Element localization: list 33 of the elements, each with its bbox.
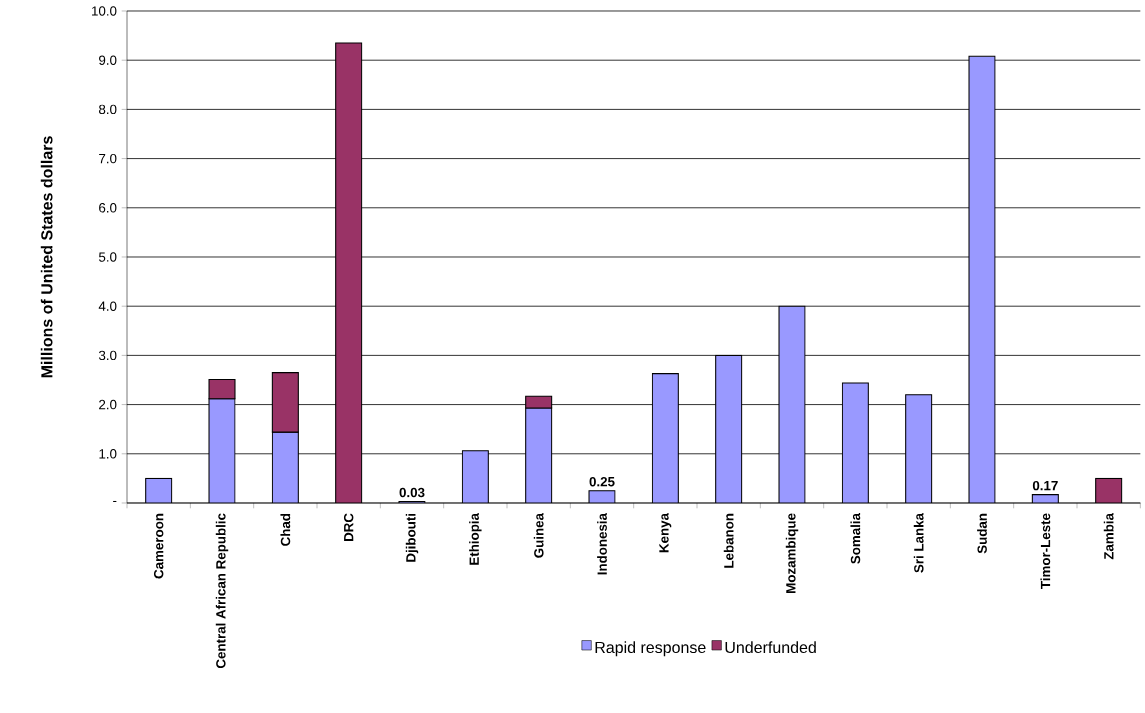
y-tick-label: 10.0: [92, 6, 117, 16]
y-tick-label: 6.0: [99, 203, 117, 213]
y-tick-label: 5.0: [98, 252, 117, 262]
x-tick-label: Djibouti: [405, 513, 419, 562]
x-tick-label: Lebanon: [723, 513, 734, 568]
x-tick-label: Chad: [280, 513, 291, 546]
x-tick-label: Timor-Leste: [1040, 513, 1051, 589]
x-tick-label: Mozambique: [785, 513, 799, 593]
legend-label: Underfunded: [725, 641, 816, 654]
y-tick-label: 3.0: [98, 350, 117, 361]
data-label: 0.03: [399, 487, 425, 498]
x-tick-label: Cameroon: [153, 513, 164, 579]
data-label: 0.17: [1032, 480, 1058, 491]
x-tick-label: Indonesia: [597, 512, 607, 575]
y-tick-label: 8.0: [99, 104, 117, 115]
x-tick-label: Central African Republic: [215, 513, 229, 669]
x-tick-label: Sudan: [977, 513, 987, 554]
x-tick-label: Guinea: [533, 512, 544, 558]
x-tick-label: Zambia: [1103, 512, 1114, 560]
data-label: 0.25: [589, 476, 615, 487]
y-tick-label: 4.0: [98, 301, 117, 311]
y-tick-label: 2.0: [99, 399, 117, 410]
x-tick-label: DRC: [343, 513, 354, 542]
y-tick-label: 7.0: [99, 153, 117, 164]
y-tick-label: -: [113, 500, 117, 502]
y-tick-label: 1.0: [99, 449, 117, 459]
x-tick-label: Somalia: [850, 512, 861, 564]
legend-label: Rapid response: [595, 641, 706, 657]
x-tick-label: Kenya: [659, 512, 672, 553]
y-tick-label: 9.0: [99, 55, 117, 65]
x-tick-label: Ethiopia: [469, 512, 482, 565]
y-axis-title: Millions of United States dollars: [40, 136, 53, 378]
x-tick-label: Sri Lanka: [913, 512, 924, 573]
